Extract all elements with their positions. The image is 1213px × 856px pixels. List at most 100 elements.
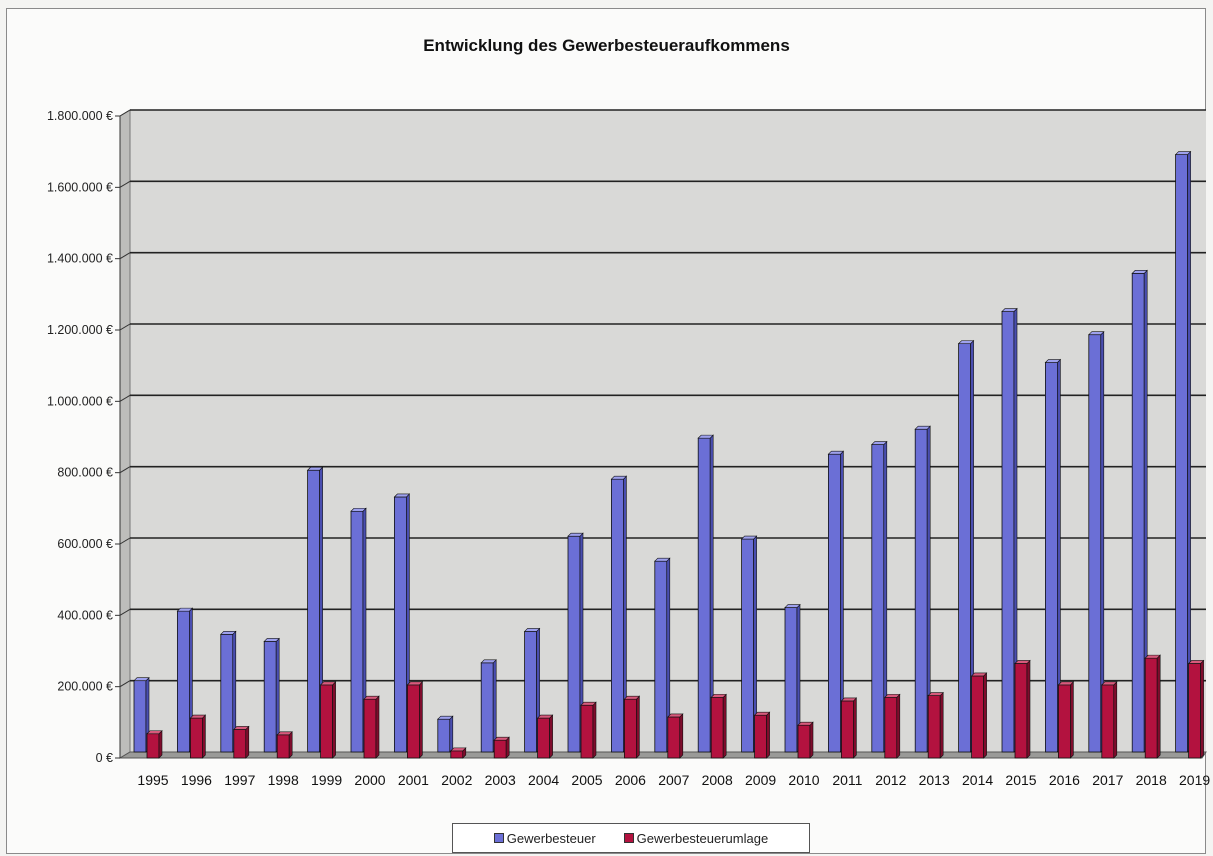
bar-top [480, 659, 497, 664]
gridline-diagonal [119, 109, 131, 117]
bar-side [375, 695, 380, 759]
bar-side [1113, 681, 1118, 759]
legend-label-gewerbesteuer: Gewerbesteuer [506, 830, 596, 846]
y-tick-label: 1.400.000 € [47, 252, 113, 266]
legend-swatch-gewerbesteuer [493, 833, 504, 843]
y-tick-label: 0 € [96, 751, 113, 765]
bar-side [202, 714, 206, 759]
bar-gewerbesteuerumlage [754, 714, 767, 759]
bar-gewerbesteuer [741, 538, 754, 753]
x-tick-label: 1996 [181, 772, 212, 788]
bar-top [1131, 270, 1148, 274]
bar-top [450, 747, 467, 752]
bar-gewerbesteuer [871, 444, 885, 753]
bar-top [1144, 654, 1161, 659]
bar-top [667, 713, 684, 718]
bar-gewerbesteuer [611, 478, 624, 753]
bar-side [853, 697, 857, 759]
bar-top [393, 493, 411, 498]
bar-side [679, 713, 684, 759]
bar-top [176, 607, 194, 612]
bar-gewerbesteuerumlage [884, 696, 898, 759]
bar-side [766, 711, 770, 759]
bar-top [1001, 308, 1018, 312]
bar-gewerbesteuerumlage [406, 684, 420, 759]
bar-side [505, 736, 510, 759]
bar-top [884, 694, 901, 698]
bar-gewerbesteuerumlage [146, 733, 160, 759]
bar-gewerbesteuer [220, 633, 234, 753]
bar-side [722, 693, 727, 759]
bar-gewerbesteuerumlage [667, 716, 681, 759]
bar-gewerbesteuerumlage [493, 739, 507, 759]
bar-gewerbesteuer [828, 453, 841, 753]
bar-side [158, 730, 163, 759]
y-tick-label: 400.000 € [57, 608, 113, 622]
bar-gewerbesteuer [437, 718, 451, 753]
x-tick-label: 2009 [745, 772, 776, 788]
x-tick-label: 1995 [137, 772, 168, 788]
x-tick-label: 2010 [788, 772, 819, 788]
y-tick-label: 600.000 € [57, 537, 113, 551]
bar-gewerbesteuerumlage [450, 750, 464, 759]
bar-gewerbesteuer [1001, 311, 1015, 753]
bar-gewerbesteuer [307, 469, 321, 753]
bar-gewerbesteuerumlage [1101, 684, 1115, 759]
bar-side [288, 731, 293, 759]
x-tick-label: 2014 [962, 772, 993, 788]
bar-gewerbesteuerumlage [320, 684, 334, 759]
x-tick-label: 2015 [1005, 772, 1036, 788]
bar-side [449, 715, 454, 753]
bar-side [896, 693, 901, 759]
bar-top [740, 535, 758, 540]
bar-gewerbesteuer [1175, 154, 1188, 753]
bar-top [697, 434, 714, 439]
bar-top [536, 714, 554, 719]
bar-side [245, 725, 250, 759]
bar-top [710, 694, 727, 698]
bar-gewerbesteuerumlage [1014, 663, 1028, 759]
bar-gewerbesteuer [567, 535, 581, 753]
x-tick-label: 2005 [571, 772, 602, 788]
bar-top [927, 692, 944, 696]
bar-side [1026, 659, 1031, 759]
bar-gewerbesteuerumlage [1188, 663, 1201, 759]
bar-gewerbesteuer [524, 631, 537, 753]
bar-side [1156, 654, 1161, 759]
bar-top [1101, 681, 1118, 686]
bar-gewerbesteuer [914, 428, 928, 753]
x-tick-label: 2012 [875, 772, 906, 788]
bar-side [492, 659, 497, 753]
bar-gewerbesteuer [654, 560, 668, 753]
x-tick-label: 2002 [441, 772, 472, 788]
bar-side [1200, 659, 1204, 759]
bar-side [1070, 681, 1074, 759]
x-tick-label: 2004 [528, 772, 559, 788]
bar-top [263, 638, 280, 642]
chart-legend: Gewerbesteuer Gewerbesteuerumlage [452, 823, 810, 853]
bar-top [523, 628, 541, 632]
bar-top [493, 736, 510, 741]
bar-top [580, 701, 597, 706]
chart-title: Entwicklung des Gewerbesteueraufkommens [423, 36, 790, 55]
bar-top [654, 557, 671, 562]
bar-gewerbesteuerumlage [363, 698, 377, 759]
bar-top [363, 695, 380, 700]
bar-gewerbesteuerumlage [1144, 657, 1158, 759]
legend-swatch-gewerbesteuerumlage [623, 833, 634, 843]
bar-top [840, 697, 858, 702]
bar-side [592, 701, 597, 759]
x-tick-label: 2011 [832, 772, 862, 788]
bar-top [871, 441, 888, 445]
bar-top [1044, 359, 1062, 363]
bar-gewerbesteuerumlage [189, 717, 203, 759]
bar-gewerbesteuerumlage [1058, 684, 1071, 759]
bar-gewerbesteuer [958, 343, 971, 753]
gridline-diagonal [119, 608, 131, 616]
x-tick-label: 2018 [1136, 772, 1167, 788]
bar-top [784, 604, 801, 608]
bar-top [567, 532, 584, 537]
bar-gewerbesteuer [1088, 334, 1102, 753]
bar-top [233, 726, 250, 730]
